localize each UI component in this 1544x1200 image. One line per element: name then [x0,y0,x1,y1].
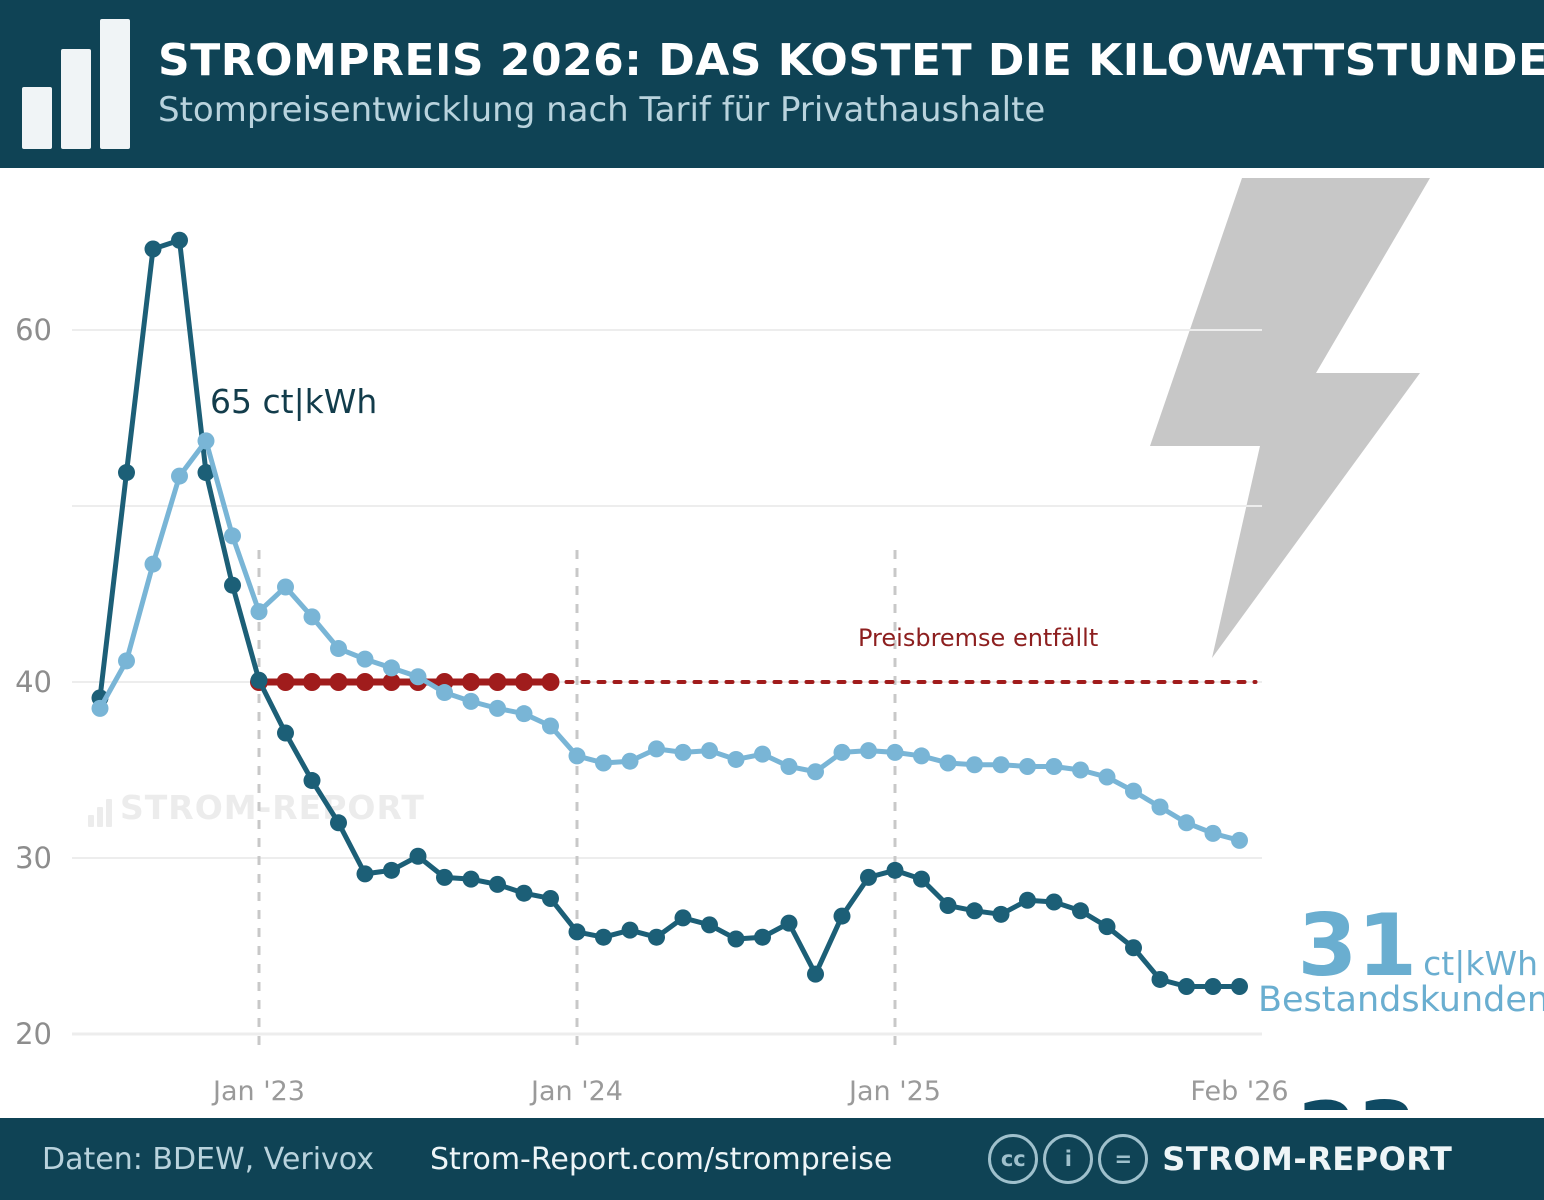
bar-chart-icon [22,19,142,149]
footer-url[interactable]: Strom-Report.com/strompreise [430,1141,893,1177]
header-banner: STROMPREIS 2026: DAS KOSTET DIE KILOWATT… [0,0,1544,168]
sharealike-icon: = [1098,1134,1149,1184]
page-title: STROMPREIS 2026: DAS KOSTET DIE KILOWATT… [158,35,1544,87]
footer-source: Daten: BDEW, Verivox [42,1141,374,1177]
line-chart-plot: 20 30 40 60 Jan '23 Jan '24 Jan '25 Feb '26 65… [15,231,1289,1107]
gridlines [72,329,1262,1036]
attribution-icon: i [1043,1134,1094,1184]
svg-text:Feb '26: Feb '26 [1190,1076,1288,1107]
cc-icon: cc [988,1134,1039,1184]
legend-neukunden: 23 ct|kWh Neukunden [1258,1091,1538,1110]
lightning-bolt-decoration [1150,178,1430,658]
svg-text:30: 30 [15,841,52,875]
data-series-layer [91,231,1248,995]
footer-bar: Daten: BDEW, Verivox Strom-Report.com/st… [0,1118,1544,1200]
bestandskunden-unit: ct|kWh [1423,944,1538,983]
svg-text:40: 40 [15,665,52,699]
svg-text:Jan '23: Jan '23 [211,1076,305,1107]
svg-text:20: 20 [15,1017,52,1051]
bestandskunden-value: 31 [1297,896,1418,996]
page-subtitle: Stompreisentwicklung nach Tarif für Priv… [158,90,1046,131]
vertical-markers [257,550,897,1049]
svg-text:60: 60 [15,313,52,347]
svg-text:Jan '24: Jan '24 [529,1076,623,1107]
watermark-label: STROM-REPORT [120,788,425,827]
x-axis-labels: Jan '23 Jan '24 Jan '25 Feb '26 [211,1076,1289,1107]
svg-text:Jan '25: Jan '25 [847,1076,941,1107]
peak-callout-label: 65 ct|kWh [210,382,377,421]
header-text-group: STROMPREIS 2026: DAS KOSTET DIE KILOWATT… [158,38,1544,130]
watermark: STROM-REPORT [88,788,425,827]
creative-commons-icons: cc i = [988,1134,1149,1184]
price-brake-label: Preisbremse entfällt [858,624,1098,652]
chart-canvas: STROM-REPORT 20 30 40 60 Jan '23 Jan '24 Jan … [0,168,1544,1110]
footer-brand: STROM-REPORT [1162,1140,1453,1178]
y-axis-labels: 20 30 40 60 [15,313,52,1051]
legend-bestandskunden: 31 ct|kWh Bestandskunden [1258,896,1544,1021]
neukunden-value: 23 [1297,1091,1417,1110]
bestandskunden-name: Bestandskunden [1258,980,1544,1021]
